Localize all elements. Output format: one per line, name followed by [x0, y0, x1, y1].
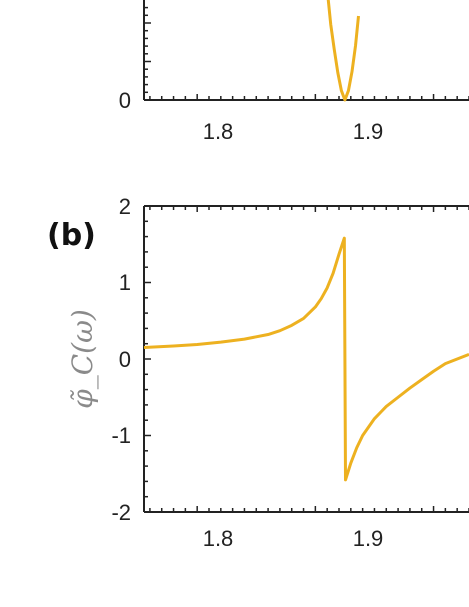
panel-a-ticks: [144, 6, 469, 101]
panel-a-ytick-label: 0: [119, 88, 131, 113]
panel-b-ytick-label: 2: [119, 194, 131, 219]
panel-b-ytick-label: -2: [111, 500, 131, 525]
series-line: [326, 0, 360, 102]
panel-b-xtick-label: 1.9: [353, 526, 384, 551]
panel-a-xtick-label: 1.8: [203, 119, 234, 144]
panel-b-ytick-label: 1: [119, 270, 131, 295]
chart-panel-a: 0 1.8 1.9: [119, 0, 469, 144]
panel-b-ytick-label: 0: [119, 347, 131, 372]
panel-a-xtick-label: 1.9: [353, 119, 384, 144]
panel-b-frame: [143, 205, 469, 513]
chart-panel-b: (b) φ̃_C(ω) 2 1 0 -1 -2 1.8 1.9: [47, 194, 469, 551]
y-axis-label: φ̃_C(ω): [66, 309, 99, 409]
panel-b-series: [143, 236, 469, 482]
panel-b-ytick-label: -1: [111, 423, 131, 448]
panel-a-frame: [143, 0, 469, 101]
panel-a-series: [326, 0, 360, 102]
panel-b-xtick-label: 1.8: [203, 526, 234, 551]
panel-b-ticks: [144, 205, 469, 513]
panel-label: (b): [47, 218, 96, 253]
series-line: [143, 236, 469, 482]
